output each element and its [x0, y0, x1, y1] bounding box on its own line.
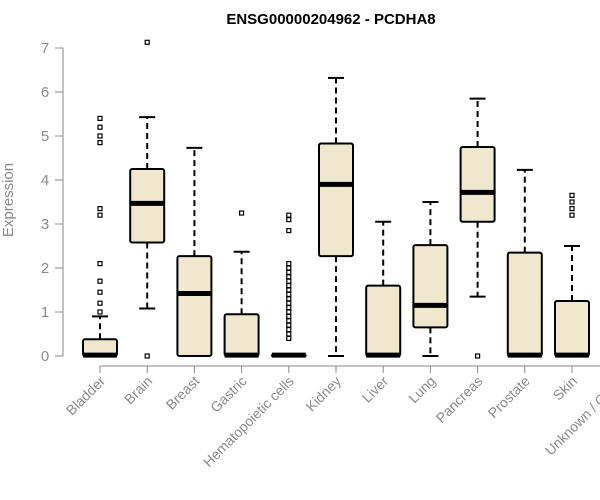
y-tick-label: 3	[41, 216, 49, 233]
outlier-point	[286, 335, 292, 341]
outlier-point	[97, 300, 103, 306]
iqr-box	[412, 244, 449, 329]
outlier-point	[97, 278, 103, 284]
box-lung	[412, 201, 449, 357]
outlier-point	[286, 265, 292, 271]
outlier-point	[97, 289, 103, 295]
iqr-box	[506, 251, 543, 358]
y-tick-label: 2	[41, 260, 49, 277]
y-tick-label: 5	[41, 128, 49, 145]
y-tick-label: 1	[41, 304, 49, 321]
y-axis-label: Expression	[0, 163, 17, 237]
box-gastric	[223, 210, 260, 358]
x-tick-label: Liver	[359, 373, 392, 406]
outlier-point	[97, 124, 103, 130]
outlier-point	[286, 212, 292, 218]
y-tick-label: 6	[41, 84, 49, 101]
iqr-box	[459, 146, 496, 223]
iqr-box	[554, 300, 590, 357]
x-tick-label: Gastric	[207, 373, 250, 416]
x-tick-label: Skin	[550, 373, 581, 404]
box-brain	[129, 39, 166, 359]
outlier-point	[569, 206, 575, 212]
outlier-point	[239, 210, 245, 216]
box-pancreas	[459, 97, 496, 359]
outlier-point	[286, 269, 292, 275]
outlier-point	[569, 212, 575, 218]
outlier-point	[286, 274, 292, 280]
iqr-box	[223, 313, 260, 358]
outlier-point	[286, 318, 292, 324]
outlier-point	[97, 309, 103, 315]
outlier-point	[97, 261, 103, 267]
iqr-box	[318, 142, 354, 258]
box-breast	[176, 146, 213, 357]
box-group	[82, 39, 590, 359]
outlier-point	[286, 283, 292, 289]
outlier-point	[286, 313, 292, 319]
x-tick-label: Pancreas	[433, 373, 486, 426]
outlier-point	[286, 309, 292, 315]
box-liver	[365, 220, 402, 358]
box-kidney	[318, 76, 354, 357]
x-tick-label: Bladder	[63, 373, 109, 419]
x-tick-label: Hematopoietic cells	[200, 373, 297, 470]
y-tick-label: 0	[41, 348, 49, 365]
outlier-point	[286, 261, 292, 267]
outlier-point	[286, 228, 292, 234]
outlier-point	[569, 199, 575, 205]
outlier-point	[286, 331, 292, 337]
outlier-point	[144, 353, 150, 359]
outlier-point	[286, 296, 292, 302]
y-axis: 0 1 2 3 4 5 6 7	[41, 40, 64, 365]
box-bladder	[82, 115, 118, 358]
outlier-point	[286, 305, 292, 311]
outlier-point	[97, 140, 103, 146]
outlier-point	[286, 217, 292, 223]
outlier-point	[286, 287, 292, 293]
outlier-point	[97, 206, 103, 212]
outlier-point	[475, 353, 481, 359]
box-hematopoietic-cells	[270, 212, 307, 358]
outlier-point	[286, 300, 292, 306]
x-tick-label: Brain	[121, 373, 155, 407]
chart-title: ENSG00000204962 - PCDHA8	[226, 11, 435, 28]
iqr-box	[176, 255, 213, 357]
iqr-box	[365, 284, 402, 358]
x-tick-label: Kidney	[303, 373, 345, 415]
outlier-point	[97, 133, 103, 139]
y-tick-label: 4	[41, 172, 49, 189]
outlier-point	[97, 115, 103, 122]
outlier-point	[569, 192, 575, 198]
outlier-point	[286, 327, 292, 333]
box-prostate	[506, 168, 543, 358]
outlier-point	[286, 322, 292, 328]
x-tick-label: Prostate	[485, 373, 533, 421]
y-tick-label: 7	[41, 40, 49, 57]
x-tick-label: Lung	[405, 373, 438, 406]
outlier-point	[144, 39, 150, 45]
x-tick-label: Breast	[163, 373, 203, 413]
outlier-point	[286, 291, 292, 297]
outlier-point	[286, 278, 292, 284]
box-skin	[554, 192, 590, 358]
outlier-point	[97, 212, 103, 218]
